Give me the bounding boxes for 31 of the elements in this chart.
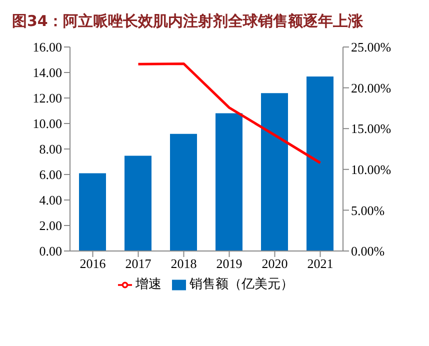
- legend-label: 销售额（亿美元）: [190, 276, 294, 291]
- line-series: [137, 62, 322, 164]
- y-tick-label: 4.00: [39, 192, 62, 208]
- x-tick-label: 2016: [80, 256, 106, 272]
- legend-label: 增速: [136, 276, 162, 291]
- x-tick-label: 2021: [307, 256, 334, 272]
- x-tick-label: 2018: [170, 256, 197, 272]
- y-tick-label: 0.00: [39, 244, 62, 259]
- y2-tick-label: 25.00%: [351, 40, 392, 55]
- bar: [306, 76, 334, 251]
- x-tick-label: 2017: [125, 256, 152, 272]
- y-tick-label: 2.00: [39, 218, 62, 234]
- y-tick-label: 6.00: [39, 167, 62, 182]
- y-tick-label: 14.00: [32, 65, 62, 80]
- bar: [124, 156, 152, 251]
- bar: [216, 113, 242, 251]
- x-tick-label: 2019: [216, 256, 242, 272]
- chart-title: 图34：阿立哌唑长效肌内注射剂全球销售额逐年上涨: [11, 11, 364, 32]
- y-tick-label: 10.00: [32, 116, 62, 132]
- bar: [170, 134, 197, 251]
- x-tick-label: 2020: [262, 256, 288, 272]
- y-tick-label: 12.00: [32, 90, 62, 106]
- y2-tick-label: 5.00%: [351, 202, 385, 218]
- y-tick-label: 16.00: [32, 40, 62, 55]
- y2-tick-label: 15.00%: [351, 121, 392, 136]
- bar: [79, 173, 106, 251]
- y2-tick-label: 20.00%: [351, 80, 392, 96]
- y2-tick-label: 10.00%: [351, 162, 392, 178]
- y-tick-label: 8.00: [39, 142, 62, 157]
- bar: [261, 93, 288, 251]
- y2-tick-label: 0.00%: [351, 244, 385, 259]
